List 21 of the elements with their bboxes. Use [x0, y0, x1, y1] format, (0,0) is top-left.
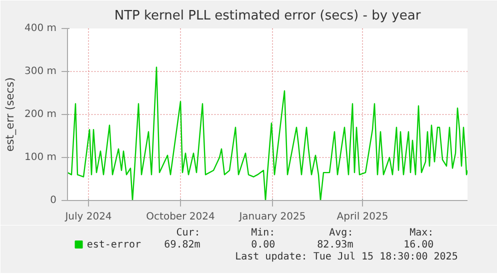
text: 69.82m	[164, 240, 200, 250]
y-tick-label: 400 m	[24, 23, 57, 34]
text: 82.93m	[317, 240, 354, 250]
legend-label: est-error	[86, 240, 142, 250]
y-tick-label: 100 m	[24, 152, 57, 163]
chart-title: NTP kernel PLL estimated error (secs) - by year	[114, 8, 422, 24]
text: Min:	[251, 228, 276, 238]
y-tick-label: 0	[50, 195, 57, 206]
text: Last update: Tue Jul 15 18:30:00 2025	[235, 252, 458, 262]
x-tick-label: April 2025	[336, 212, 388, 222]
y-axis-title: est_err (secs)	[3, 77, 16, 152]
y-tick-label: 300 m	[24, 66, 57, 77]
text: Max:	[410, 228, 434, 238]
text: Cur:	[176, 228, 200, 238]
text: Avg:	[329, 228, 354, 238]
y-tick-label: 200 m	[24, 109, 57, 120]
x-tick-label: July 2024	[64, 212, 112, 222]
x-tick-label: October 2024	[146, 212, 215, 222]
x-tick-label: January 2025	[238, 212, 306, 222]
text: 0.00	[251, 240, 276, 250]
text: 16.00	[404, 240, 434, 250]
